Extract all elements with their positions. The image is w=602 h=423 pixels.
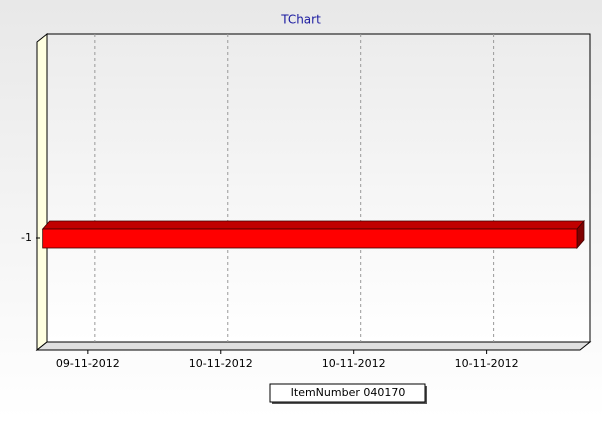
x-tick-label: 10-11-2012 xyxy=(455,357,519,370)
legend: ItemNumber 040170 xyxy=(269,383,427,404)
bar-front xyxy=(42,228,578,249)
y-tick-label: -1 xyxy=(21,231,32,244)
back-wall xyxy=(46,33,591,343)
x-tick-label: 10-11-2012 xyxy=(189,357,253,370)
x-tick-label: 09-11-2012 xyxy=(56,357,120,370)
chart-title: TChart xyxy=(280,13,321,27)
floor xyxy=(35,341,592,351)
legend-label: ItemNumber 040170 xyxy=(291,386,406,399)
x-tick-label: 10-11-2012 xyxy=(322,357,386,370)
left-wall xyxy=(36,32,48,352)
bar-top xyxy=(41,220,585,230)
gantt-bar xyxy=(41,219,585,250)
legend-box xyxy=(269,383,426,403)
